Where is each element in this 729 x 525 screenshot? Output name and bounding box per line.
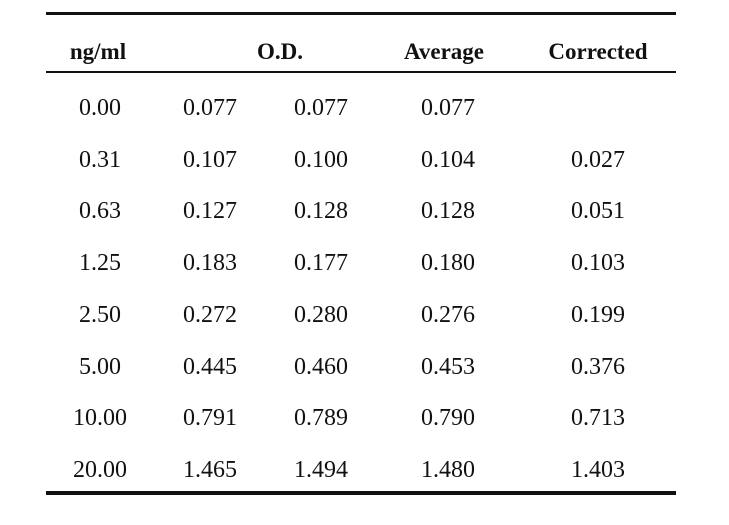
cell-average: 0.104	[421, 147, 475, 173]
cell-corrected: 0.376	[571, 354, 625, 380]
cell-corrected: 1.403	[571, 457, 625, 483]
header-corrected: Corrected	[548, 39, 648, 64]
cell-od2: 0.280	[294, 302, 348, 328]
cell-corrected: 0.103	[571, 250, 625, 276]
cell-corrected: 0.199	[571, 302, 625, 328]
cell-od1: 0.107	[183, 147, 237, 173]
cell-od1: 0.183	[183, 250, 237, 276]
cell-conc: 2.50	[79, 302, 121, 328]
cell-conc: 0.31	[79, 147, 121, 173]
cell-corrected: 0.027	[571, 147, 625, 173]
cell-od2: 0.177	[294, 250, 348, 276]
table-top-rule	[46, 12, 676, 15]
cell-od2: 0.460	[294, 354, 348, 380]
cell-conc: 10.00	[73, 405, 127, 431]
cell-average: 1.480	[421, 457, 475, 483]
clipped-text-line	[150, 0, 680, 2]
table-bottom-rule	[46, 491, 676, 495]
cell-od1: 0.272	[183, 302, 237, 328]
cell-average: 0.276	[421, 302, 475, 328]
cell-od1: 0.077	[183, 95, 237, 121]
cell-average: 0.128	[421, 198, 475, 224]
cell-od2: 0.789	[294, 405, 348, 431]
cell-average: 0.790	[421, 405, 475, 431]
cell-od1: 0.791	[183, 405, 237, 431]
cell-conc: 0.00	[79, 95, 121, 121]
cell-od2: 1.494	[294, 457, 348, 483]
table-header-rule	[46, 71, 676, 73]
cell-conc: 0.63	[79, 198, 121, 224]
cell-od2: 0.077	[294, 95, 348, 121]
header-average: Average	[403, 39, 485, 64]
cell-average: 0.453	[421, 354, 475, 380]
cell-od1: 0.127	[183, 198, 237, 224]
header-conc: ng/ml	[69, 39, 127, 64]
cell-conc: 1.25	[79, 250, 121, 276]
cell-corrected: 0.051	[571, 198, 625, 224]
cell-average: 0.180	[421, 250, 475, 276]
cell-od1: 1.465	[183, 457, 237, 483]
cell-od2: 0.128	[294, 198, 348, 224]
cell-conc: 5.00	[79, 354, 121, 380]
cell-conc: 20.00	[73, 457, 127, 483]
cell-average: 0.077	[421, 95, 475, 121]
cell-od1: 0.445	[183, 354, 237, 380]
header-od: O.D.	[257, 39, 303, 64]
cell-od2: 0.100	[294, 147, 348, 173]
cell-corrected: 0.713	[571, 405, 625, 431]
